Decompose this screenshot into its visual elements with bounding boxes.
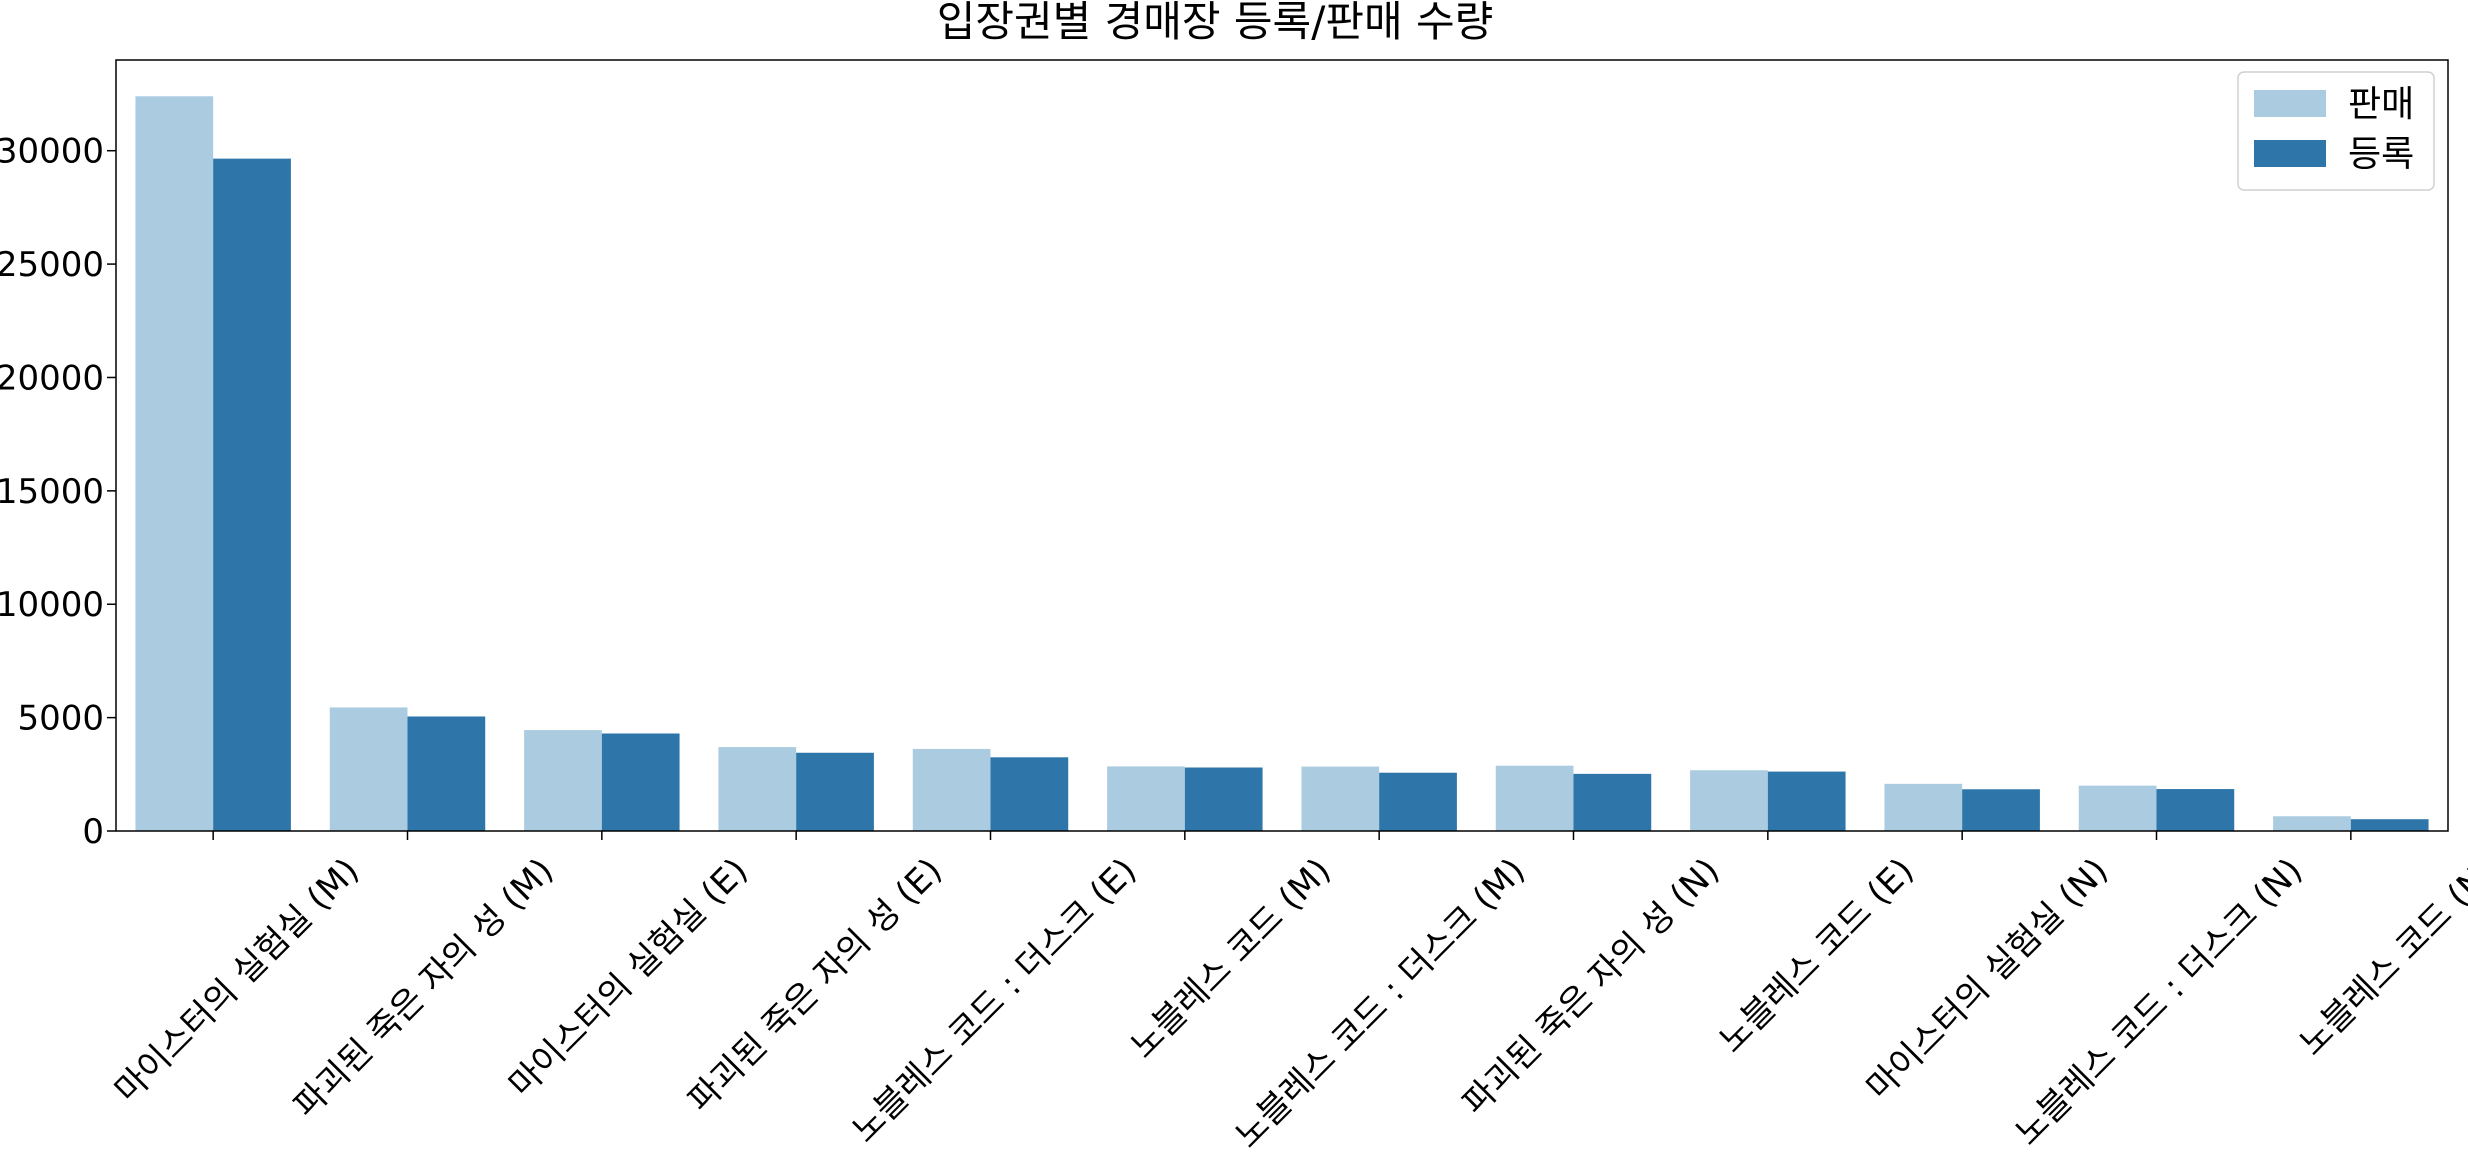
y-tick-label-4: 20000 <box>0 358 104 398</box>
bar-sold-10 <box>2078 785 2157 831</box>
bar-sold-11 <box>2273 816 2351 831</box>
plot-frame <box>115 59 2449 832</box>
x-tick-label-11: 노블레스 코드 (N) <box>2292 851 2468 1064</box>
bar-listed-6 <box>1379 772 1457 831</box>
legend-label-1: 등록 <box>2348 134 2414 175</box>
y-tick-label-1: 5000 <box>17 699 104 739</box>
y-tick-label-2: 10000 <box>0 585 104 625</box>
bar-sold-1 <box>329 707 408 831</box>
bar-sold-9 <box>1884 783 1963 831</box>
y-tick-label-0: 0 <box>82 812 104 852</box>
bar-sold-7 <box>1495 765 1574 831</box>
bar-listed-2 <box>601 733 680 831</box>
bar-listed-5 <box>1184 767 1263 831</box>
y-axis: 0 5000 10000 15000 20000 25000 30000 <box>0 132 116 852</box>
bar-listed-1 <box>407 716 486 831</box>
bar-listed-7 <box>1573 773 1652 831</box>
x-tick-label-5: 노블레스 코드 (M) <box>1123 851 1339 1067</box>
x-tick-label-8: 노블레스 코드 (E) <box>1711 851 1921 1061</box>
bar-listed-10 <box>2156 789 2235 831</box>
legend-swatch-0 <box>2254 90 2326 117</box>
bar-sold-5 <box>1107 766 1185 831</box>
bar-listed-8 <box>1767 771 1846 831</box>
bar-sold-6 <box>1301 766 1380 831</box>
bar-listed-11 <box>2350 819 2429 831</box>
y-tick-label-3: 15000 <box>0 472 104 512</box>
y-tick-label-5: 25000 <box>0 245 104 285</box>
bar-listed-3 <box>796 752 874 831</box>
bars-layer <box>135 96 2429 832</box>
legend-label-0: 판매 <box>2348 84 2414 125</box>
bar-listed-9 <box>1962 789 2040 831</box>
bar-sold-0 <box>135 96 214 832</box>
y-tick-label-6: 30000 <box>0 132 104 172</box>
bar-sold-2 <box>524 730 602 831</box>
bar-sold-4 <box>912 748 991 831</box>
x-axis: 마이스터의 실험실 (M)파괴된 죽은 자의 성 (M)마이스터의 실험실 (E… <box>107 831 2468 1156</box>
chart-title: 입장권별 경매장 등록/판매 수량 <box>937 0 1494 46</box>
bar-listed-4 <box>990 757 1069 831</box>
bar-listed-0 <box>213 158 291 832</box>
legend-swatch-1 <box>2254 140 2326 167</box>
bar-sold-3 <box>718 747 797 831</box>
bar-sold-8 <box>1690 770 1768 831</box>
